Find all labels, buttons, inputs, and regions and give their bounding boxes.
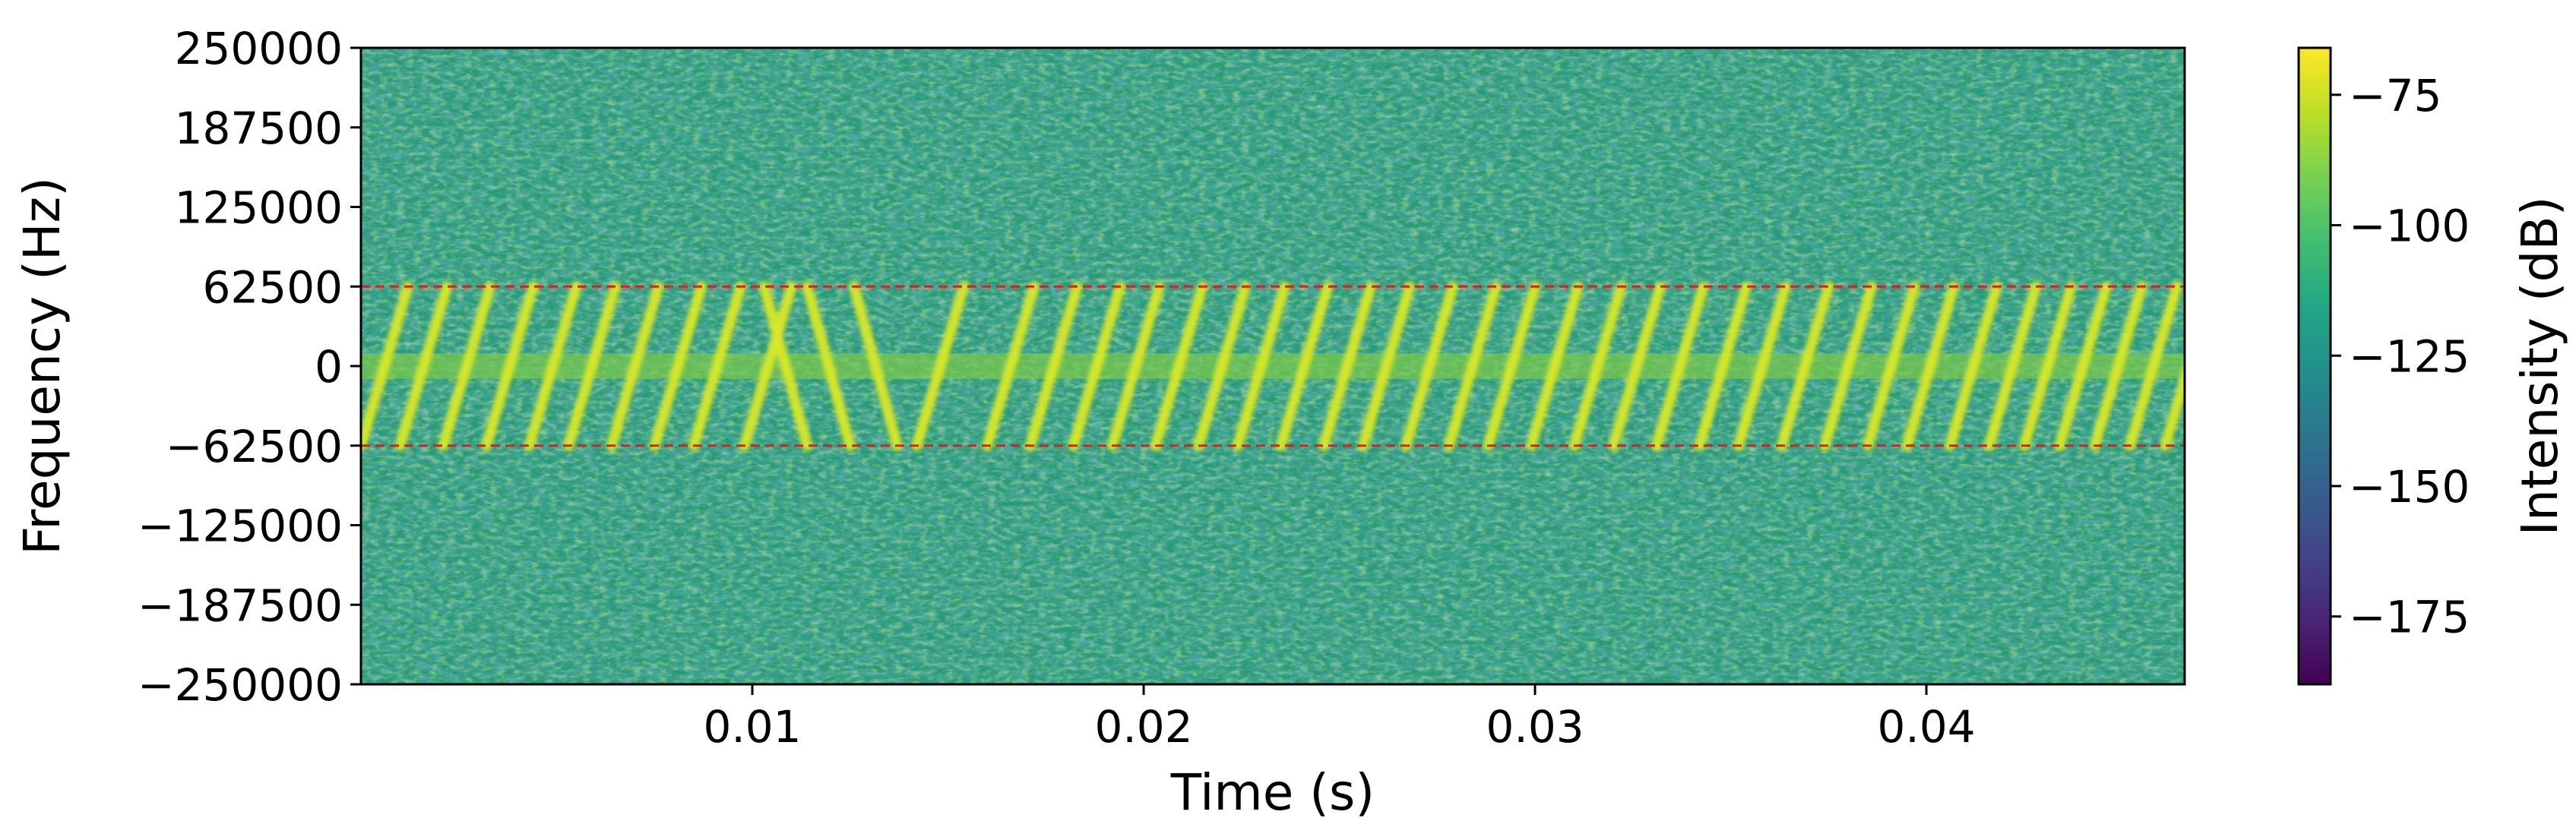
upchirp-32 (1862, 281, 1920, 451)
colorbar-tick-label: −100 (2349, 201, 2470, 252)
chirp-layer (361, 281, 2185, 451)
upchirp-22 (1443, 281, 1502, 451)
upchirp-38 (2089, 281, 2147, 451)
y-tick-label: 125000 (175, 182, 343, 234)
y-tick-label: 62500 (202, 261, 343, 313)
y-tick-label: 0 (315, 341, 343, 393)
upchirp-33 (1901, 281, 1960, 451)
upchirp-23 (1483, 281, 1541, 451)
upchirp-29 (1733, 281, 1791, 451)
upchirp-12 (1024, 281, 1083, 451)
upchirp-16 (1193, 281, 1251, 451)
upchirp-27 (1650, 281, 1709, 451)
upchirp-3 (480, 281, 539, 451)
y-tick-label: −187500 (138, 579, 343, 631)
y-tick-label: −250000 (138, 659, 343, 711)
y-tick-label: 250000 (175, 23, 343, 74)
downchirp-2 (848, 281, 903, 451)
upchirp-1 (394, 281, 453, 451)
downchirp-1 (802, 281, 856, 451)
y-axis: 250000 187500 125000 62500 0 −62500 −125000 −18… (138, 23, 361, 711)
colorbar (2297, 46, 2332, 686)
y-axis-label: Frequency (Hz) (13, 177, 71, 555)
upchirp-9 (739, 281, 797, 451)
colorbar-tick-label: −175 (2349, 592, 2470, 643)
spectrogram-plot-area (361, 48, 2185, 684)
y-tick-label: −125000 (138, 501, 343, 552)
colorbar-tick-label: −75 (2349, 70, 2442, 122)
upchirp-28 (1694, 281, 1752, 451)
upchirp-25 (1568, 281, 1627, 451)
upchirp-18 (1275, 281, 1334, 451)
upchirp-4 (524, 281, 582, 451)
x-tick-label: 0.01 (703, 701, 801, 753)
y-tick-label: 187500 (175, 103, 343, 154)
upchirp-14 (1106, 281, 1165, 451)
upchirp-37 (2054, 281, 2112, 451)
upchirp-20 (1357, 281, 1416, 451)
upchirp-8 (688, 281, 746, 451)
baseband-band (361, 353, 2185, 379)
upchirp-13 (1068, 281, 1126, 451)
upchirp-19 (1318, 281, 1376, 451)
upchirp-35 (1983, 281, 2042, 451)
upchirp-34 (1944, 281, 2002, 451)
x-axis: 0.01 0.02 0.03 0.04 (703, 684, 1976, 753)
upchirp-26 (1608, 281, 1666, 451)
upchirp-30 (1776, 281, 1834, 451)
upchirp-2 (438, 281, 495, 451)
upchirp-11 (982, 281, 1040, 451)
upchirp-39 (2124, 281, 2182, 451)
upchirp-36 (2018, 281, 2077, 451)
upchirp-17 (1232, 281, 1290, 451)
colorbar-tick-label: −150 (2349, 461, 2470, 513)
downchirp-0 (758, 281, 813, 451)
x-axis-label: Time (s) (1170, 763, 1375, 822)
upchirp-31 (1819, 281, 1877, 451)
upchirp-24 (1525, 281, 1584, 451)
colorbar-ticks: −75 −100 −125 −150 −175 (2331, 70, 2470, 643)
y-tick-label: −62500 (166, 421, 343, 472)
x-tick-label: 0.02 (1094, 701, 1192, 753)
upchirp-0 (361, 281, 413, 451)
upchirp-7 (649, 281, 707, 451)
x-tick-label: 0.04 (1878, 701, 1976, 753)
upchirp-10 (911, 281, 970, 451)
upchirp-5 (562, 281, 621, 451)
x-tick-label: 0.03 (1486, 701, 1584, 753)
upchirp-21 (1400, 281, 1458, 451)
colorbar-tick-label: −125 (2349, 330, 2470, 382)
upchirp-15 (1150, 281, 1208, 451)
upchirp-6 (606, 281, 664, 451)
upchirp-40 (2160, 360, 2185, 451)
colorbar-label: Intensity (dB) (2511, 197, 2569, 536)
reference-lines (361, 285, 2185, 447)
